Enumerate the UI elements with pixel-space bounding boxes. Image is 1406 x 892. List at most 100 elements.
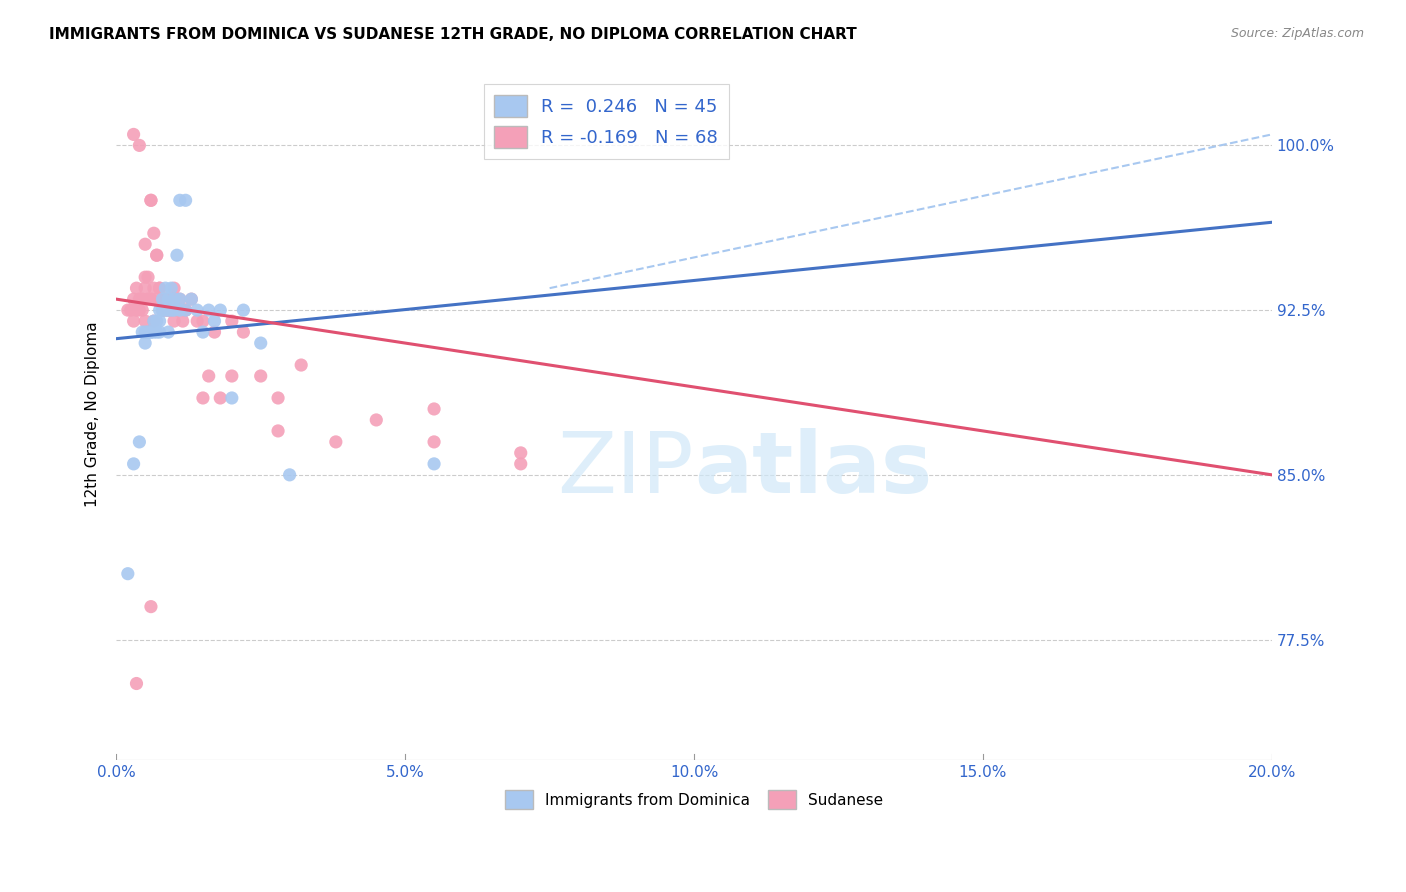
Point bbox=[136, 325, 159, 339]
Point bbox=[160, 303, 183, 318]
Point bbox=[163, 292, 186, 306]
Point bbox=[149, 303, 172, 318]
Point bbox=[131, 303, 153, 318]
Point bbox=[290, 358, 312, 372]
Point bbox=[157, 292, 180, 306]
Point bbox=[191, 391, 214, 405]
Point bbox=[139, 194, 162, 208]
Point bbox=[149, 325, 172, 339]
Point bbox=[142, 314, 165, 328]
Point bbox=[509, 457, 531, 471]
Point bbox=[163, 314, 186, 328]
Point bbox=[221, 314, 243, 328]
Point bbox=[122, 128, 145, 142]
Point bbox=[136, 292, 159, 306]
Point bbox=[128, 434, 150, 449]
Point bbox=[139, 292, 162, 306]
Point bbox=[174, 303, 197, 318]
Point bbox=[122, 457, 145, 471]
Point bbox=[191, 314, 214, 328]
Point bbox=[157, 303, 180, 318]
Point bbox=[142, 325, 165, 339]
Point bbox=[204, 325, 226, 339]
Point bbox=[136, 325, 159, 339]
Point bbox=[149, 281, 172, 295]
Point bbox=[134, 325, 156, 339]
Point bbox=[325, 434, 347, 449]
Point bbox=[157, 303, 180, 318]
Point bbox=[249, 369, 271, 384]
Point bbox=[160, 281, 183, 295]
Point bbox=[423, 457, 446, 471]
Point bbox=[125, 281, 148, 295]
Point bbox=[232, 303, 254, 318]
Point bbox=[117, 303, 139, 318]
Point bbox=[128, 138, 150, 153]
Point bbox=[166, 248, 188, 262]
Point bbox=[191, 325, 214, 339]
Point bbox=[197, 369, 219, 384]
Point bbox=[204, 314, 226, 328]
Text: IMMIGRANTS FROM DOMINICA VS SUDANESE 12TH GRADE, NO DIPLOMA CORRELATION CHART: IMMIGRANTS FROM DOMINICA VS SUDANESE 12T… bbox=[49, 27, 858, 42]
Point bbox=[128, 303, 150, 318]
Point bbox=[197, 303, 219, 318]
Point bbox=[139, 325, 162, 339]
Point bbox=[142, 314, 165, 328]
Point bbox=[172, 314, 194, 328]
Point bbox=[157, 325, 180, 339]
Point bbox=[423, 434, 446, 449]
Y-axis label: 12th Grade, No Diploma: 12th Grade, No Diploma bbox=[86, 322, 100, 508]
Point bbox=[155, 303, 177, 318]
Point bbox=[232, 325, 254, 339]
Point bbox=[267, 424, 290, 438]
Point bbox=[134, 314, 156, 328]
Point bbox=[155, 292, 177, 306]
Point bbox=[128, 292, 150, 306]
Text: Source: ZipAtlas.com: Source: ZipAtlas.com bbox=[1230, 27, 1364, 40]
Point bbox=[366, 413, 388, 427]
Point bbox=[134, 237, 156, 252]
Point bbox=[249, 336, 271, 351]
Point bbox=[152, 292, 174, 306]
Point bbox=[221, 391, 243, 405]
Point bbox=[163, 292, 186, 306]
Point bbox=[169, 194, 191, 208]
Point bbox=[134, 336, 156, 351]
Point bbox=[142, 281, 165, 295]
Point bbox=[163, 281, 186, 295]
Point bbox=[134, 270, 156, 285]
Point bbox=[174, 194, 197, 208]
Point bbox=[221, 369, 243, 384]
Point bbox=[278, 467, 301, 482]
Point bbox=[267, 391, 290, 405]
Point bbox=[157, 303, 180, 318]
Point bbox=[152, 303, 174, 318]
Point bbox=[152, 303, 174, 318]
Point bbox=[134, 281, 156, 295]
Point bbox=[139, 325, 162, 339]
Point bbox=[142, 226, 165, 240]
Point bbox=[139, 194, 162, 208]
Point bbox=[122, 292, 145, 306]
Point bbox=[149, 314, 172, 328]
Point bbox=[152, 292, 174, 306]
Point bbox=[131, 292, 153, 306]
Point bbox=[163, 303, 186, 318]
Point bbox=[145, 325, 167, 339]
Point bbox=[125, 676, 148, 690]
Point bbox=[423, 401, 446, 416]
Point bbox=[152, 303, 174, 318]
Point bbox=[117, 566, 139, 581]
Point bbox=[149, 281, 172, 295]
Point bbox=[209, 391, 232, 405]
Legend: Immigrants from Dominica, Sudanese: Immigrants from Dominica, Sudanese bbox=[499, 784, 889, 815]
Point bbox=[169, 292, 191, 306]
Point bbox=[139, 599, 162, 614]
Point bbox=[136, 270, 159, 285]
Point bbox=[122, 314, 145, 328]
Point bbox=[145, 248, 167, 262]
Point bbox=[120, 303, 142, 318]
Point bbox=[155, 303, 177, 318]
Point bbox=[509, 446, 531, 460]
Point bbox=[169, 303, 191, 318]
